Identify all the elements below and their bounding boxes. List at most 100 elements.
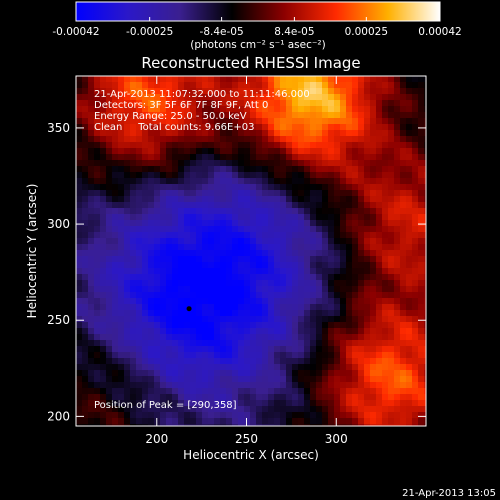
heatmap-cell (376, 232, 383, 239)
heatmap-cell (208, 400, 215, 407)
heatmap-cell (100, 130, 107, 137)
heatmap-cell (130, 340, 137, 347)
heatmap-cell (190, 352, 197, 359)
heatmap-cell (316, 238, 323, 245)
heatmap-cell (268, 400, 275, 407)
heatmap-cell (418, 322, 425, 329)
heatmap-cell (178, 382, 185, 389)
heatmap-cell (400, 268, 407, 275)
heatmap-cell (346, 160, 353, 167)
heatmap-cell (274, 424, 281, 426)
heatmap-cell (274, 340, 281, 347)
heatmap-cell (202, 340, 209, 347)
heatmap-cell (400, 256, 407, 263)
heatmap-cell (214, 94, 221, 101)
heatmap-cell (238, 340, 245, 347)
heatmap-cell (244, 232, 251, 239)
heatmap-cell (88, 292, 95, 299)
heatmap-cell (322, 400, 329, 407)
heatmap-cell (292, 214, 299, 221)
heatmap-cell (352, 124, 359, 131)
heatmap-cell (406, 304, 413, 311)
heatmap-cell (178, 82, 185, 89)
heatmap-cell (244, 142, 251, 149)
heatmap-cell (106, 316, 113, 323)
heatmap-cell (100, 424, 107, 426)
heatmap-cell (154, 412, 161, 419)
heatmap-cell (310, 160, 317, 167)
heatmap-cell (292, 172, 299, 179)
heatmap-cell (160, 202, 167, 209)
heatmap-cell (238, 148, 245, 155)
heatmap-cell (160, 370, 167, 377)
heatmap-cell (280, 106, 287, 113)
heatmap-cell (406, 250, 413, 257)
heatmap-cell (412, 172, 419, 179)
heatmap-cell (190, 394, 197, 401)
heatmap-cell (232, 82, 239, 89)
heatmap-cell (154, 226, 161, 233)
heatmap-cell (316, 136, 323, 143)
heatmap-cell (76, 382, 83, 389)
heatmap-cell (262, 322, 269, 329)
heatmap-cell (328, 298, 335, 305)
heatmap-cell (316, 394, 323, 401)
heatmap-cell (418, 88, 425, 95)
heatmap-cell (286, 154, 293, 161)
heatmap-cell (190, 190, 197, 197)
heatmap-cell (136, 190, 143, 197)
heatmap-cell (208, 280, 215, 287)
heatmap-cell (274, 328, 281, 335)
heatmap-cell (400, 310, 407, 317)
heatmap-cell (346, 280, 353, 287)
heatmap-cell (274, 148, 281, 155)
colorbar-tick-label: 0.00042 (418, 26, 461, 38)
heatmap-cell (316, 274, 323, 281)
heatmap-cell (220, 352, 227, 359)
heatmap-cell (418, 250, 425, 257)
heatmap-cell (94, 412, 101, 419)
heatmap-cell (388, 286, 395, 293)
heatmap-cell (190, 142, 197, 149)
heatmap-cell (370, 292, 377, 299)
heatmap-cell (136, 106, 143, 113)
heatmap-cell (322, 232, 329, 239)
heatmap-cell (382, 148, 389, 155)
heatmap-cell (142, 334, 149, 341)
heatmap-cell (130, 166, 137, 173)
heatmap-cell (334, 100, 341, 107)
heatmap-cell (106, 196, 113, 203)
heatmap-cell (214, 214, 221, 221)
heatmap-cell (286, 406, 293, 413)
heatmap-cell (76, 256, 83, 263)
heatmap-cell (424, 352, 426, 359)
heatmap-cell (304, 220, 311, 227)
heatmap-cell (322, 298, 329, 305)
heatmap-cell (196, 298, 203, 305)
heatmap-cell (424, 88, 426, 95)
heatmap-cell (244, 316, 251, 323)
heatmap-cell (292, 130, 299, 137)
heatmap-cell (334, 388, 341, 395)
heatmap-cell (184, 160, 191, 167)
heatmap-cell (286, 328, 293, 335)
heatmap-cell (100, 286, 107, 293)
heatmap-cell (184, 328, 191, 335)
heatmap-cell (250, 298, 257, 305)
heatmap-cell (124, 226, 131, 233)
heatmap-cell (76, 238, 83, 245)
heatmap-cell (376, 346, 383, 353)
heatmap-cell (82, 124, 89, 131)
heatmap-cell (214, 394, 221, 401)
heatmap-cell (76, 424, 83, 426)
heatmap-cell (394, 406, 401, 413)
heatmap-cell (406, 82, 413, 89)
heatmap-cell (412, 94, 419, 101)
heatmap-cell (286, 124, 293, 131)
heatmap-cell (118, 118, 125, 125)
heatmap-cell (292, 358, 299, 365)
heatmap-cell (166, 190, 173, 197)
heatmap-cell (184, 178, 191, 185)
heatmap-cell (304, 268, 311, 275)
